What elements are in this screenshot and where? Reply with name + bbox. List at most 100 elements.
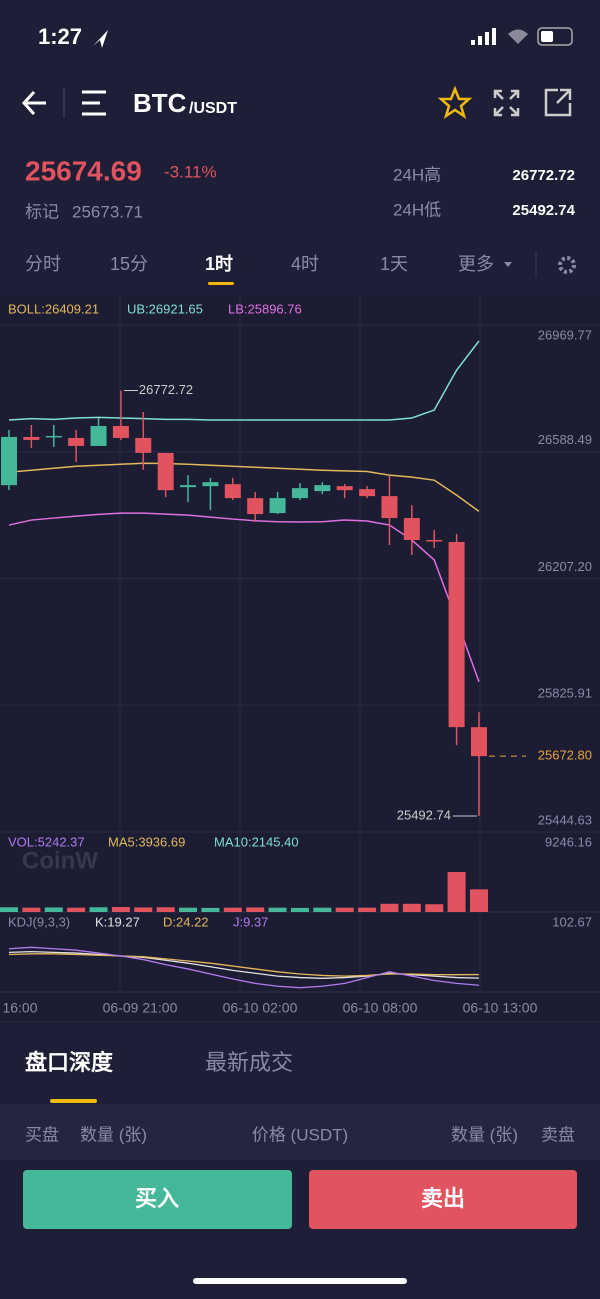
volume-bar [447, 872, 466, 912]
order-tab-active[interactable]: 盘口深度 [25, 1050, 114, 1075]
time-label: 16:00 [2, 1000, 37, 1016]
price-change: -3.11% [164, 162, 217, 181]
back-button[interactable] [21, 90, 46, 116]
y-tick-label: 102.67 [552, 914, 592, 929]
candle-body [1, 436, 17, 486]
volume-bar [469, 889, 488, 912]
column-header-bar [0, 1104, 600, 1160]
candle-body [291, 488, 308, 499]
column-header: 卖盘 [541, 1125, 575, 1144]
tab-active[interactable]: 1时 [205, 254, 233, 274]
tab[interactable]: 15分 [110, 254, 148, 274]
candle-body [224, 484, 241, 499]
low-label: 25492.74 [397, 807, 451, 822]
home-indicator [193, 1278, 407, 1284]
last-price: 25674.69 [25, 155, 142, 186]
candle-body [269, 498, 286, 514]
volume-bar [111, 907, 130, 912]
candle-body [247, 498, 264, 515]
y-tick-label: 26969.77 [538, 327, 592, 342]
fullscreen-button[interactable] [493, 89, 520, 117]
candle-body [202, 482, 219, 487]
volume-bar [425, 904, 444, 912]
column-header: 买盘 [25, 1125, 59, 1144]
sell-button[interactable] [309, 1170, 577, 1229]
candle-body [45, 435, 62, 438]
column-header: 价格 (USDT) [252, 1125, 348, 1144]
high-label: 24H高 [393, 165, 441, 184]
volume-bar [0, 907, 18, 912]
volume-bar [380, 903, 399, 912]
chart: 16:00 06-09 21:00 06-10 02:00 06-10 08:00 06… [0, 295, 600, 1023]
legend-entry: BOLL:26409.21 [8, 301, 99, 316]
volume-bar [402, 903, 421, 912]
volume-bar [201, 907, 220, 912]
volume-bar [67, 907, 86, 912]
candle-body [426, 540, 443, 542]
panel-title: KDJ(9,3,3) [8, 914, 70, 929]
candle-body [180, 485, 197, 488]
tab[interactable]: 4时 [291, 254, 319, 274]
band-line [8, 462, 480, 512]
share-button[interactable] [544, 88, 572, 117]
battery-level [541, 31, 553, 42]
settings-button[interactable] [558, 256, 576, 274]
order-tab-indicator [50, 1099, 97, 1103]
legend-entry: LB:25896.76 [228, 301, 302, 316]
dropdown-icon [504, 262, 512, 267]
high-value: 26772.72 [512, 167, 575, 184]
y-tick-label: 9246.16 [545, 834, 592, 849]
candle-body [336, 486, 353, 491]
mark-price: 25673.71 [72, 202, 143, 221]
kdj-line [8, 946, 480, 989]
y-tick-label: 25444.63 [538, 812, 592, 827]
sell-label: 卖出 [421, 1186, 465, 1211]
y-tick-label: 26588.49 [538, 432, 592, 447]
candle-body [381, 496, 398, 519]
clock: 1:27 [38, 24, 82, 49]
candle-body [135, 437, 152, 453]
volume-bar [89, 907, 108, 912]
last-price-label: 25672.80 [538, 748, 592, 763]
menu-button[interactable] [82, 90, 106, 116]
time-label: 06-10 13:00 [463, 1000, 538, 1016]
y-tick-label: 26207.20 [538, 559, 592, 574]
candle-body [23, 436, 40, 440]
time-label: 06-10 02:00 [223, 1000, 298, 1016]
buy-button[interactable] [23, 1170, 292, 1229]
legend-entry: K:19.27 [95, 914, 140, 929]
tab[interactable]: 更多 [458, 254, 494, 274]
tab[interactable]: 1天 [380, 254, 408, 274]
candle-body [90, 425, 107, 446]
legend-entry: UB:26921.65 [127, 301, 203, 316]
tab[interactable]: 分时 [25, 254, 61, 274]
chart-bg [0, 295, 600, 1022]
volume-bar [290, 907, 309, 912]
legend-entry: VOL:5242.37 [8, 834, 85, 849]
volume-bar [268, 907, 287, 912]
volume-bar [156, 907, 175, 912]
band-line [8, 340, 480, 421]
candle-body [314, 485, 331, 492]
tab-indicator [208, 282, 234, 285]
high-label: 26772.72 [139, 382, 193, 397]
candle-body [470, 727, 487, 757]
favorite-button[interactable] [437, 85, 473, 119]
volume-bar [179, 907, 198, 912]
legend-entry: MA10:2145.40 [214, 834, 299, 849]
low-label: 24H低 [393, 200, 441, 219]
low-value: 25492.74 [512, 202, 575, 219]
time-label: 06-09 21:00 [103, 1000, 178, 1016]
buy-label: 买入 [135, 1186, 179, 1211]
legend-entry: MA5:3936.69 [108, 834, 185, 849]
legend-entry: J:9.37 [233, 914, 268, 929]
battery [537, 27, 573, 46]
candle-body [157, 452, 174, 491]
volume-bar [358, 907, 377, 912]
order-tabs-bar [0, 1022, 600, 1104]
volume-bar [44, 907, 63, 912]
watermark: CoinW [22, 847, 98, 874]
order-tab[interactable]: 最新成交 [205, 1050, 293, 1075]
candle-body [448, 541, 465, 728]
column-header: 数量 (张) [80, 1125, 147, 1144]
